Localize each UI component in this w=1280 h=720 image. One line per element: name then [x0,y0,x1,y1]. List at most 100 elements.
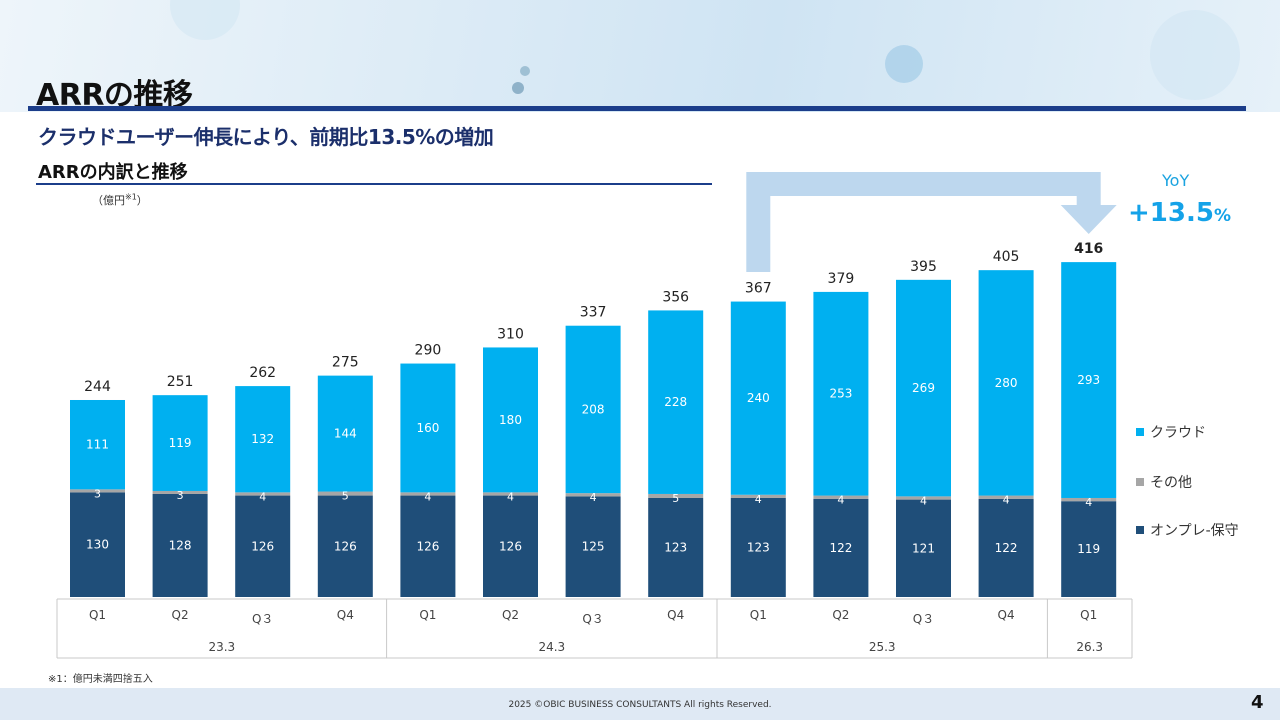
bar-label-onprem: 119 [1077,542,1100,556]
bar-cloud [648,310,704,494]
legend-item-other: その他 [1136,472,1192,492]
bar-cloud [730,301,786,495]
bar-onprem [400,495,456,597]
bar-label-onprem: 125 [582,540,605,554]
bar-total-label: 244 [84,379,111,395]
bar-cloud [813,291,869,496]
bar-label-cloud: 208 [582,402,605,416]
bar-label-onprem: 126 [416,539,439,553]
x-tick-label: Q2 [502,608,519,622]
bar-onprem [565,496,621,597]
section-title: ARRの内訳と推移 [38,162,188,183]
decor-circle [885,45,923,83]
bar-onprem [896,499,951,597]
bar-label-other: 4 [837,494,844,507]
bar-total-label: 379 [828,271,855,287]
bar-label-onprem: 123 [664,540,687,554]
bar-total-label: 337 [580,305,607,321]
bar-label-cloud: 253 [829,387,852,401]
bar-total-label: 405 [993,249,1020,265]
bar-label-other: 3 [177,489,184,502]
bar-onprem [1061,501,1117,597]
legend-label-other: その他 [1150,475,1192,491]
unit-label: （億円※1） [92,192,148,208]
bar-other [235,492,291,496]
bar-onprem [317,495,373,597]
bar-label-other: 4 [259,490,266,503]
yoy-label: YoY [1162,171,1190,190]
bar-label-other: 3 [94,487,101,500]
bar-cloud [1061,262,1117,498]
x-tick-label: Q4 [337,608,354,622]
bar-other [896,496,951,500]
bar-total-label: 310 [497,326,524,342]
bar-total-label: 356 [662,289,689,305]
bar-label-onprem: 123 [747,540,770,554]
header-background [0,0,1280,112]
legend-label-cloud: クラウド [1150,425,1206,441]
bar-label-other: 4 [1085,496,1092,509]
bar-label-cloud: 144 [334,427,357,441]
bar-cloud [483,347,538,493]
bar-onprem [648,497,704,597]
footnote: ※1：億円未満四捨五入 [48,674,153,685]
yoy-percent: % [1213,206,1231,226]
bar-onprem [70,492,125,597]
bar-total-label: 251 [167,374,194,390]
decor-circle [1150,10,1240,100]
yoy-value: +13.5% [1128,198,1231,228]
bar-other [648,493,704,498]
bar-total-label: 275 [332,355,359,371]
bar-label-cloud: 160 [416,421,439,435]
bar-other [730,494,786,498]
x-tick-label: Q３ [913,612,934,626]
bar-cloud [152,395,208,491]
bar-cloud [978,270,1034,496]
bar-label-other: 4 [755,493,762,506]
unit-note-mark: ※1 [125,192,137,202]
title-underline [28,106,1246,111]
bar-label-cloud: 269 [912,381,935,395]
unit-close: ） [136,194,148,207]
bar-other [70,489,125,493]
bar-other [400,492,456,496]
footer-bar [0,688,1280,720]
bar-cloud [565,325,621,494]
x-tick-label: Q1 [419,608,436,622]
bar-onprem [152,493,208,597]
bar-cloud [896,279,951,497]
bar-label-cloud: 280 [995,376,1018,390]
unit-text: （億円 [92,194,125,207]
bar-label-onprem: 126 [499,539,522,553]
bar-total-label: 395 [910,259,937,275]
bar-label-cloud: 228 [664,395,687,409]
bar-total-label: 416 [1074,241,1103,257]
bar-label-onprem: 126 [251,539,274,553]
x-tick-label: Q３ [582,612,603,626]
bar-onprem [483,495,538,597]
page-number: 4 [1251,692,1264,713]
x-group-label: 26.3 [1076,640,1103,654]
bar-label-cloud: 180 [499,413,522,427]
legend-item-cloud: クラウド [1136,422,1206,442]
bar-label-onprem: 122 [829,541,852,555]
bar-onprem [730,497,786,597]
bar-other [1061,497,1117,502]
x-tick-label: Q1 [1080,608,1097,622]
legend-item-onprem: オンプレ-保守 [1136,520,1239,540]
bar-onprem [813,498,869,597]
bar-cloud [70,399,125,490]
legend-label-onprem: オンプレ-保守 [1150,523,1239,539]
bar-total-label: 367 [745,281,772,297]
bar-label-onprem: 122 [995,541,1018,555]
bar-total-label: 262 [249,365,276,381]
yoy-arrow [746,172,1117,272]
bar-other [565,493,621,497]
page-subtitle: クラウドユーザー伸長により、前期比13.5%の増加 [38,125,494,149]
copyright: 2025 ©OBIC BUSINESS CONSULTANTS All righ… [508,700,772,710]
bar-label-other: 5 [342,490,349,503]
bar-label-other: 4 [1003,494,1010,507]
x-tick-label: Q4 [667,608,684,622]
bar-label-cloud: 111 [86,438,109,452]
